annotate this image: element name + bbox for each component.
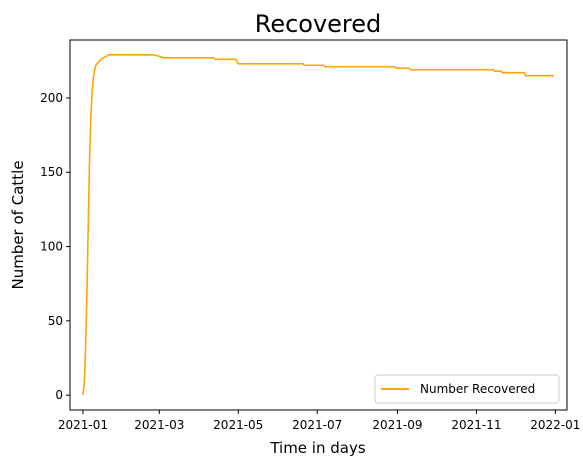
- y-axis-label: Number of Cattle: [9, 160, 27, 289]
- x-tick-label: 2021-11: [451, 418, 501, 432]
- y-tick-label: 200: [40, 91, 63, 105]
- x-tick-label: 2021-01: [58, 418, 108, 432]
- x-tick-label: 2021-05: [213, 418, 263, 432]
- chart-title: Recovered: [255, 10, 382, 38]
- y-axis: 0 50 100 150 200: [40, 91, 70, 402]
- x-tick-label: 2021-03: [134, 418, 184, 432]
- series-line-0: [82, 54, 555, 396]
- plot-area-frame: [69, 39, 568, 411]
- x-axis-label: Time in days: [269, 439, 366, 457]
- x-tick-label: 2022-01: [530, 418, 580, 432]
- legend-label: Number Recovered: [420, 382, 535, 396]
- y-tick-label: 100: [40, 240, 63, 254]
- x-tick-label: 2021-09: [372, 418, 422, 432]
- y-tick-label: 0: [55, 388, 63, 402]
- legend: Number Recovered: [374, 374, 560, 404]
- series-layer: [82, 54, 555, 396]
- y-tick-label: 50: [48, 314, 63, 328]
- legend-box: [374, 374, 560, 404]
- y-tick-label: 150: [40, 165, 63, 179]
- x-axis: 2021-01 2021-03 2021-05 2021-07 2021-09 2021-…: [58, 410, 580, 432]
- x-tick-label: 2021-07: [292, 418, 342, 432]
